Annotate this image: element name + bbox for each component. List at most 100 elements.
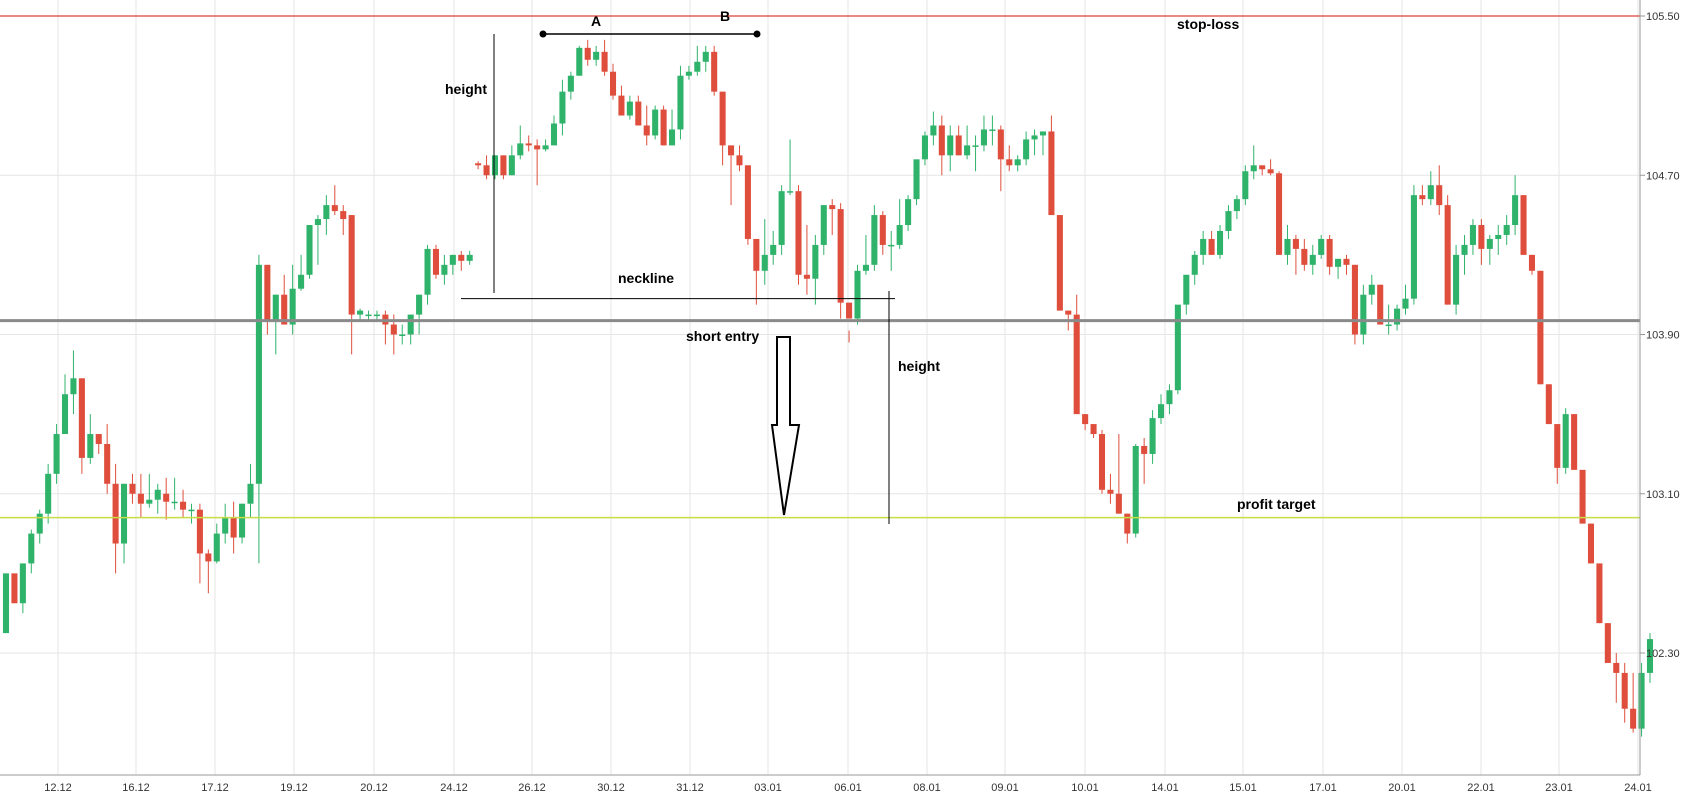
candle-body — [1090, 424, 1097, 435]
candle-body — [508, 155, 515, 176]
candle-body — [1596, 563, 1603, 624]
candle-body — [2, 573, 10, 634]
x-tick-label: 17.12 — [201, 782, 229, 794]
candle-body — [1503, 225, 1510, 235]
candle-body — [1646, 639, 1654, 673]
candle-body — [1242, 171, 1249, 200]
candle-body — [1292, 238, 1299, 249]
candle-body — [1115, 493, 1122, 514]
candle-body — [1183, 274, 1190, 305]
x-tick-label: 31.12 — [676, 782, 704, 794]
neckline-label: neckline — [618, 270, 674, 286]
x-tick-label: 19.12 — [280, 782, 308, 794]
candle-body — [129, 483, 136, 494]
candle-body — [1039, 131, 1047, 136]
candle-body — [1141, 445, 1148, 454]
candle-body — [626, 101, 633, 116]
x-tick-label: 15.01 — [1229, 782, 1257, 794]
candle-body — [921, 135, 928, 160]
candle-body — [314, 219, 321, 226]
candle-body — [744, 165, 751, 239]
candle-body — [795, 191, 802, 275]
candle-body — [61, 394, 69, 435]
annotations: A B height neckline short entry height s… — [445, 8, 1316, 524]
candle-body — [1402, 298, 1409, 309]
candle-body — [196, 509, 203, 554]
candle-body — [1065, 310, 1072, 315]
candle-body — [1006, 159, 1013, 166]
candle-body — [289, 288, 296, 325]
point-a-label: A — [591, 13, 601, 29]
point-a-marker — [539, 30, 547, 38]
candle-body — [1461, 244, 1468, 255]
candle-body — [500, 155, 507, 176]
x-tick-label: 06.01 — [834, 782, 862, 794]
candle-body — [1309, 254, 1316, 265]
candle-body — [1537, 270, 1544, 385]
candle-body — [930, 125, 937, 136]
x-tick-label: 03.01 — [754, 782, 782, 794]
candle-body — [53, 434, 60, 474]
candle-body — [171, 501, 178, 504]
candle-body — [846, 302, 853, 319]
candle-body — [1208, 238, 1215, 255]
candle-body — [1351, 264, 1358, 335]
candle-body — [1554, 424, 1561, 468]
candle-body — [1200, 238, 1207, 255]
candle-body — [1444, 205, 1451, 305]
x-tick-label: 08.01 — [913, 782, 941, 794]
candle-body — [298, 274, 305, 289]
candle-body — [432, 248, 440, 275]
candle-body — [475, 163, 482, 166]
candle-body — [205, 553, 212, 562]
candle-body — [1166, 390, 1173, 405]
candle-body — [1335, 258, 1342, 267]
candle-body — [264, 264, 271, 321]
axes: 12.12 16.12 17.12 19.12 20.12 24.12 26.12 30.12… — [0, 0, 1680, 794]
candle-body — [542, 145, 549, 150]
candle-body — [112, 483, 119, 544]
candle-body — [584, 47, 591, 60]
candle-body — [1638, 672, 1645, 729]
candle-body — [1225, 211, 1232, 231]
candle-body — [1604, 623, 1611, 663]
candle-body — [711, 51, 718, 92]
candle-body — [694, 61, 701, 72]
y-tick-label: 105.50 — [1646, 11, 1680, 23]
candle-body — [1579, 469, 1586, 524]
candle-body — [1124, 513, 1131, 534]
candle-body — [1048, 131, 1055, 216]
candle-body — [1132, 445, 1139, 534]
candle-body — [230, 517, 237, 538]
candle-body — [534, 145, 541, 150]
candle-body — [896, 225, 903, 245]
candle-body — [947, 135, 954, 156]
x-tick-label: 17.01 — [1309, 782, 1337, 794]
x-tick-label: 09.01 — [991, 782, 1019, 794]
candle-body — [222, 517, 229, 534]
candle-body — [702, 51, 709, 62]
candle-body — [761, 254, 768, 271]
candle-body — [980, 129, 988, 146]
candle-body — [407, 314, 414, 335]
candle-body — [1174, 304, 1181, 391]
y-tick-label: 104.70 — [1646, 170, 1680, 182]
price-levels — [0, 15, 1640, 519]
candle-body — [340, 211, 347, 220]
candle-body — [955, 135, 962, 156]
candle-body — [1478, 225, 1485, 249]
height-label-top: height — [445, 81, 487, 97]
candle-body — [1419, 195, 1426, 200]
candle-body — [213, 533, 220, 562]
candle-body — [1031, 135, 1038, 140]
candle-body — [255, 264, 262, 484]
candle-body — [871, 215, 878, 265]
candle-body — [728, 145, 735, 156]
candle-body — [357, 310, 364, 315]
candle-body — [567, 75, 574, 92]
candle-body — [491, 155, 499, 176]
candle-body — [1486, 238, 1493, 249]
candle-body — [643, 125, 650, 136]
